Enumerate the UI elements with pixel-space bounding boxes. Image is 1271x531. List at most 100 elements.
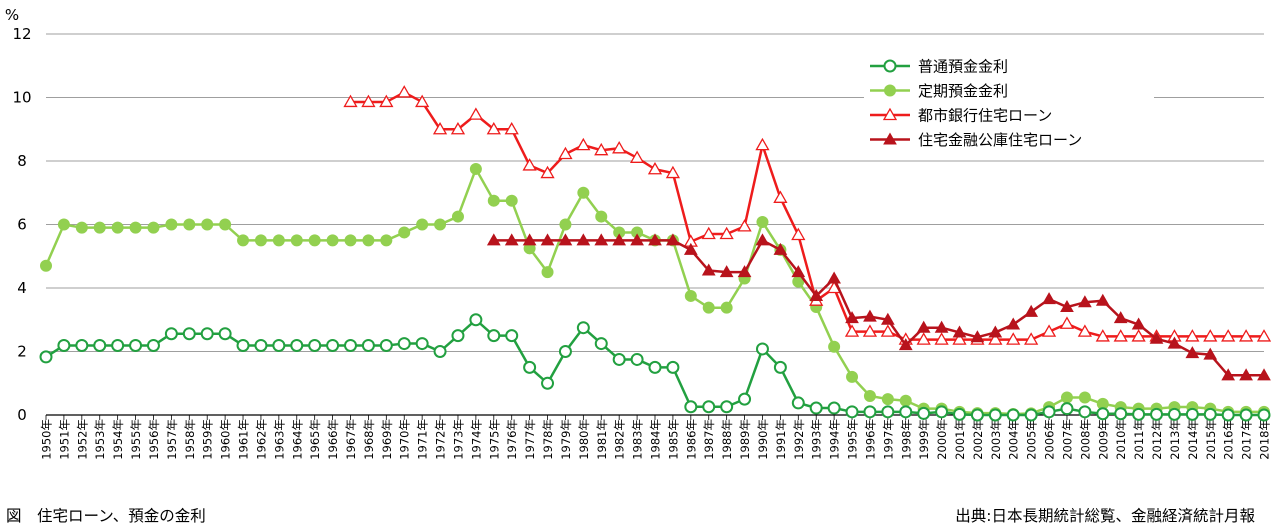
x-tick-label: 1958年: [183, 419, 197, 460]
x-tick-label: 1960年: [219, 419, 233, 460]
data-point: [326, 338, 340, 352]
data-point: [1095, 293, 1110, 306]
data-point: [165, 218, 178, 231]
data-point: [523, 360, 537, 374]
y-tick-label: 4: [17, 279, 27, 297]
x-tick-label: 1953年: [93, 419, 107, 460]
legend-item: 都市銀行住宅ローン: [864, 105, 1154, 126]
x-tick-label: 2017年: [1240, 419, 1254, 460]
series-layer: [39, 85, 1271, 422]
data-point: [362, 234, 375, 247]
data-point: [755, 233, 770, 246]
data-point: [883, 59, 897, 73]
x-tick-label: 1988年: [720, 419, 734, 460]
data-point: [1042, 292, 1056, 305]
data-point: [272, 338, 286, 352]
data-point: [1006, 408, 1020, 422]
data-point: [290, 234, 303, 247]
data-point: [846, 370, 859, 383]
gridlines: [46, 33, 1264, 416]
data-point: [845, 405, 859, 419]
data-point: [254, 234, 267, 247]
data-point: [361, 338, 375, 352]
x-tick-label: 2006年: [1043, 419, 1057, 460]
data-point: [344, 234, 357, 247]
data-point: [451, 210, 464, 223]
data-point: [1257, 408, 1271, 422]
data-point: [934, 332, 949, 345]
data-point: [720, 301, 733, 314]
data-point: [1006, 317, 1021, 330]
legend-item: 定期預金金利: [864, 80, 1154, 102]
data-point: [828, 340, 841, 353]
x-tick-label: 1967年: [344, 419, 358, 460]
x-tick-label: 1985年: [666, 419, 680, 460]
data-point: [935, 405, 949, 419]
data-point: [827, 401, 841, 415]
data-point: [755, 342, 769, 356]
data-point: [558, 233, 573, 246]
data-point: [379, 338, 393, 352]
x-tick-label: 1955年: [129, 419, 143, 460]
series-line: [350, 91, 1264, 341]
x-tick-label: 1968年: [362, 419, 376, 460]
data-point: [237, 234, 250, 247]
data-point: [1185, 346, 1200, 359]
data-point: [898, 338, 913, 351]
x-tick-label: 2013年: [1168, 419, 1182, 460]
data-point: [308, 338, 322, 352]
data-point: [1060, 300, 1074, 313]
data-point: [880, 312, 895, 325]
x-tick-label: 1987年: [702, 419, 716, 460]
x-tick-label: 1972年: [434, 419, 448, 460]
x-tick-label: 1974年: [469, 419, 483, 460]
data-point: [844, 324, 860, 337]
data-point: [147, 221, 160, 234]
x-tick-label: 2016年: [1222, 419, 1236, 460]
data-point: [773, 360, 787, 374]
data-point: [1095, 329, 1110, 342]
data-point: [1114, 407, 1128, 421]
data-point: [451, 329, 465, 343]
legend-label: 住宅金融公庫住宅ローン: [918, 131, 1082, 149]
data-point: [1024, 332, 1039, 345]
data-point: [863, 309, 877, 322]
x-tick-label: 2010年: [1114, 419, 1128, 460]
data-point: [308, 234, 321, 247]
data-point: [57, 218, 70, 231]
data-point: [917, 406, 931, 420]
data-point: [988, 408, 1002, 422]
data-point: [665, 165, 681, 179]
x-tick-label: 1971年: [416, 419, 430, 460]
data-point: [880, 324, 895, 337]
data-point: [1077, 324, 1093, 337]
data-point: [397, 85, 412, 98]
x-tick-label: 2007年: [1060, 419, 1074, 460]
data-point: [111, 338, 125, 352]
data-point: [809, 288, 824, 301]
data-point: [1221, 329, 1236, 342]
legend-background: [864, 56, 1154, 77]
x-tick-label: 1986年: [684, 419, 698, 460]
x-tick-label: 2003年: [989, 419, 1003, 460]
x-tick-label: 1975年: [487, 419, 501, 460]
series-4: [486, 233, 1271, 381]
data-point: [505, 194, 518, 207]
data-point: [648, 360, 662, 374]
x-tick-label: 2014年: [1186, 419, 1200, 460]
data-point: [899, 394, 912, 407]
data-point: [701, 263, 716, 276]
data-point: [809, 401, 823, 415]
data-point: [1078, 405, 1092, 419]
data-point: [1167, 336, 1182, 349]
data-point: [432, 121, 448, 135]
data-point: [738, 392, 752, 406]
data-point: [183, 218, 196, 231]
series-1: [39, 313, 1271, 422]
data-point: [201, 218, 214, 231]
data-point: [1059, 316, 1075, 329]
data-point: [469, 162, 482, 175]
x-tick-label: 1997年: [881, 419, 895, 460]
y-tick-label: 12: [12, 25, 31, 43]
